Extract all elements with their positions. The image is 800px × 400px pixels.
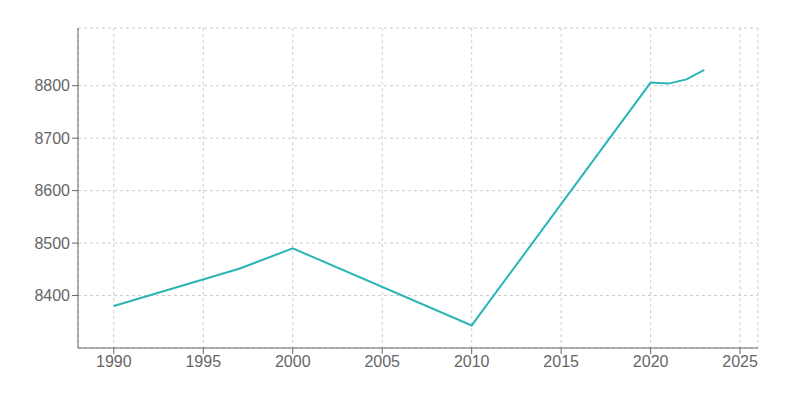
svg-text:8600: 8600 [34,182,70,199]
svg-text:2025: 2025 [722,353,758,370]
svg-text:2010: 2010 [454,353,490,370]
svg-text:2015: 2015 [543,353,579,370]
svg-text:2005: 2005 [364,353,400,370]
svg-text:2020: 2020 [633,353,669,370]
svg-text:2000: 2000 [275,353,311,370]
svg-text:1995: 1995 [185,353,221,370]
svg-text:8400: 8400 [34,287,70,304]
svg-text:8500: 8500 [34,235,70,252]
svg-text:1990: 1990 [96,353,132,370]
svg-text:8700: 8700 [34,130,70,147]
svg-text:8800: 8800 [34,77,70,94]
